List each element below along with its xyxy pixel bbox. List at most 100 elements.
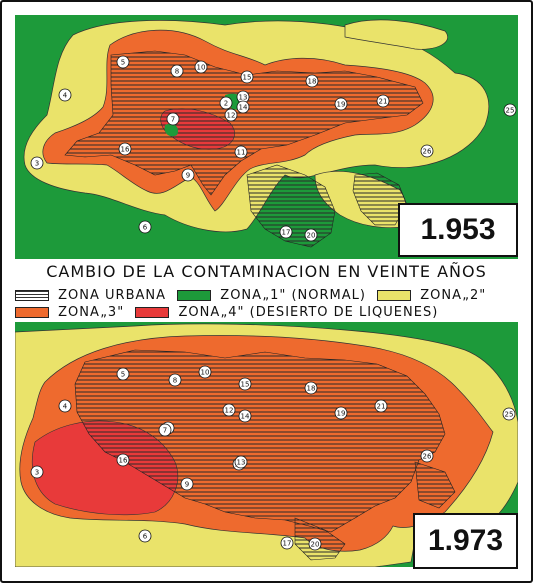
station-circle-7 bbox=[166, 112, 180, 126]
legend-label-zone-2: ZONA„2" bbox=[420, 288, 487, 303]
legend-swatch-urban bbox=[15, 290, 49, 301]
station-label-9: 9 bbox=[185, 481, 189, 489]
station-label-2: 2 bbox=[224, 100, 228, 108]
year-label-1953: 1.953 bbox=[398, 203, 518, 257]
station-label-14: 14 bbox=[241, 413, 250, 421]
station-label-10: 10 bbox=[201, 369, 210, 377]
legend-row-1: ZONA URBANA ZONA„1" (NORMAL) ZONA„2" bbox=[15, 288, 492, 304]
station-label-9: 9 bbox=[186, 172, 190, 180]
legend-label-zone-4: ZONA„4" (DESIERTO DE LIQUENES) bbox=[178, 305, 439, 320]
station-label-6: 6 bbox=[143, 533, 148, 541]
station-label-16: 16 bbox=[121, 146, 130, 154]
station-label-17: 17 bbox=[283, 540, 292, 548]
station-circle-8 bbox=[170, 64, 184, 78]
station-circle-3 bbox=[30, 156, 44, 170]
station-circle-15 bbox=[238, 377, 252, 391]
station-circle-2 bbox=[219, 96, 233, 110]
year-label-1973: 1.973 bbox=[413, 513, 518, 569]
station-label-25: 25 bbox=[506, 107, 515, 115]
station-circle-18 bbox=[304, 381, 318, 395]
station-label-5: 5 bbox=[121, 59, 125, 67]
station-circle-25 bbox=[502, 407, 516, 421]
station-circle-26 bbox=[420, 449, 434, 463]
station-label-15: 15 bbox=[241, 381, 250, 389]
station-circle-20 bbox=[308, 537, 322, 551]
station-label-21: 21 bbox=[379, 98, 388, 106]
station-circle-6 bbox=[138, 220, 152, 234]
station-label-20: 20 bbox=[311, 541, 320, 549]
legend-swatch-zone-1 bbox=[177, 290, 212, 301]
station-circle-19 bbox=[334, 97, 348, 111]
station-circle-16 bbox=[116, 453, 130, 467]
station-label-18: 18 bbox=[308, 78, 317, 86]
station-label-11: 11 bbox=[237, 149, 246, 157]
station-circle-9 bbox=[180, 477, 194, 491]
station-label-7: 7 bbox=[171, 116, 175, 124]
station-label-12: 12 bbox=[225, 407, 234, 415]
station-circle-10 bbox=[194, 60, 208, 74]
station-label-26: 26 bbox=[423, 453, 432, 461]
station-circle-5 bbox=[116, 367, 130, 381]
station-circle-21 bbox=[374, 399, 388, 413]
legend-label-urban: ZONA URBANA bbox=[58, 288, 167, 303]
station-label-17: 17 bbox=[282, 229, 291, 237]
legend-item-zone-2: ZONA„2" bbox=[377, 288, 486, 303]
legend-item-zone-4: ZONA„4" (DESIERTO DE LIQUENES) bbox=[135, 305, 438, 320]
zone-1-patch bbox=[164, 123, 179, 137]
station-label-25: 25 bbox=[505, 411, 514, 419]
station-circle-17 bbox=[279, 225, 293, 239]
station-circle-12 bbox=[224, 108, 238, 122]
station-label-13: 13 bbox=[239, 94, 248, 102]
legend-item-urban: ZONA URBANA bbox=[15, 288, 166, 303]
station-circle-17 bbox=[280, 536, 294, 550]
station-circle-20 bbox=[304, 228, 318, 242]
station-label-21: 21 bbox=[377, 403, 386, 411]
station-label-7: 7 bbox=[163, 427, 167, 435]
station-label-10: 10 bbox=[197, 64, 206, 72]
station-label-8: 8 bbox=[175, 68, 179, 76]
station-circle-10 bbox=[198, 365, 212, 379]
station-circle-4 bbox=[58, 88, 72, 102]
station-circle-19 bbox=[334, 406, 348, 420]
legend-item-zone-1: ZONA„1" (NORMAL) bbox=[177, 288, 366, 303]
station-label-13: 13 bbox=[237, 459, 246, 467]
legend-label-zone-3: ZONA„3" bbox=[58, 305, 125, 320]
station-label-8: 8 bbox=[173, 377, 177, 385]
station-circle-18 bbox=[305, 74, 319, 88]
station-label-6: 6 bbox=[143, 224, 148, 232]
zone-2-north bbox=[344, 19, 448, 50]
station-circle-25 bbox=[503, 103, 517, 117]
station-circle-15 bbox=[240, 70, 254, 84]
station-circle-14 bbox=[236, 100, 250, 114]
station-label-4: 4 bbox=[63, 92, 68, 100]
station-label-12: 12 bbox=[227, 112, 236, 120]
station-circle-9 bbox=[181, 168, 195, 182]
legend-label-zone-1: ZONA„1" (NORMAL) bbox=[220, 288, 366, 303]
station-circle-11 bbox=[234, 145, 248, 159]
station-circle-4 bbox=[58, 399, 72, 413]
station-label-3: 3 bbox=[35, 469, 39, 477]
chart-title: CAMBIO DE LA CONTAMINACION EN VEINTE AÑO… bbox=[46, 262, 487, 281]
station-circle-7 bbox=[158, 423, 172, 437]
station-circle-5 bbox=[116, 55, 130, 69]
legend-row-2: ZONA„3" ZONA„4" (DESIERTO DE LIQUENES) bbox=[15, 305, 444, 321]
map-1953: 2 3 4 5 6 7 8 9 10 11 12 13 14 15 16 17 18 19 20 21 25 26 bbox=[15, 15, 518, 259]
station-circle-26 bbox=[420, 144, 434, 158]
legend-swatch-zone-4 bbox=[135, 307, 170, 318]
station-label-3: 3 bbox=[35, 160, 39, 168]
station-circle-12 bbox=[222, 403, 236, 417]
urban-zone bbox=[64, 50, 424, 248]
station-label-18: 18 bbox=[307, 385, 316, 393]
legend-swatch-zone-3 bbox=[15, 307, 49, 318]
legend-swatch-zone-2 bbox=[377, 290, 412, 301]
station-label-26: 26 bbox=[423, 148, 432, 156]
station-label-4: 4 bbox=[63, 403, 68, 411]
station-label-19: 19 bbox=[337, 101, 346, 109]
station-circle-21 bbox=[376, 94, 390, 108]
station-circle-14 bbox=[238, 409, 252, 423]
station-circle-8 bbox=[168, 373, 182, 387]
